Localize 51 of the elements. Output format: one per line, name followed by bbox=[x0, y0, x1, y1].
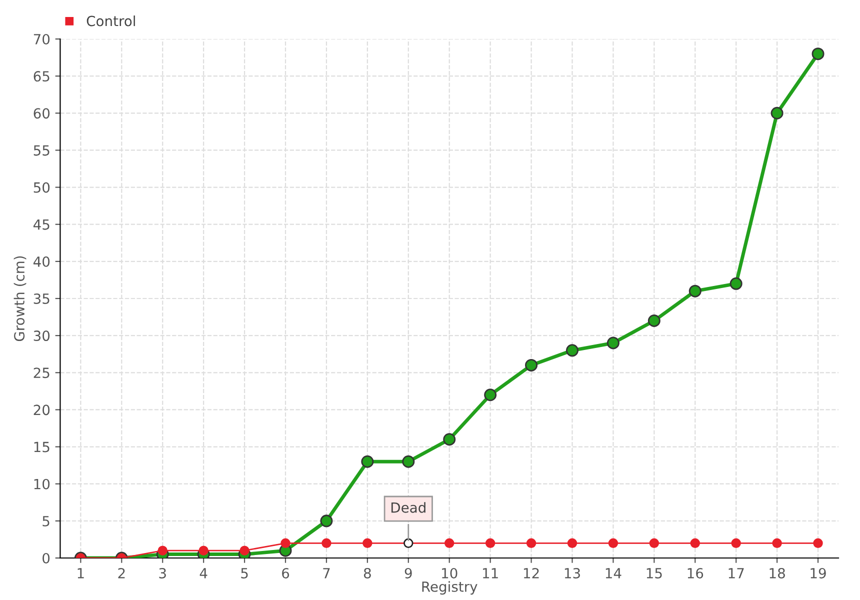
y-tick-label: 50 bbox=[34, 182, 50, 193]
y-tick-label: 35 bbox=[34, 293, 50, 304]
point bbox=[320, 514, 333, 528]
point bbox=[812, 48, 824, 60]
x-tick-label: 5 bbox=[241, 568, 248, 578]
x-tick-label: 15 bbox=[646, 568, 662, 578]
point bbox=[443, 433, 456, 446]
x-tick-label: 17 bbox=[728, 568, 744, 578]
x-tick-label: 12 bbox=[524, 568, 539, 578]
point bbox=[402, 455, 415, 468]
point bbox=[525, 358, 538, 372]
x-tick-label: 18 bbox=[770, 568, 785, 578]
y-tick-label: 20 bbox=[34, 404, 50, 416]
x-tick-label: 3 bbox=[159, 568, 166, 578]
y-tick-label: 60 bbox=[34, 108, 50, 119]
annotation: Dead bbox=[391, 502, 426, 513]
x-tick-label: 9 bbox=[404, 568, 412, 578]
x-tick-label: 10 bbox=[442, 568, 458, 578]
point bbox=[606, 336, 620, 350]
x-axis-title: Registry bbox=[422, 581, 478, 595]
x-tick-label: 4 bbox=[200, 568, 208, 578]
x-tick-label: 2 bbox=[118, 568, 125, 578]
y-tick-label: 70 bbox=[34, 34, 50, 44]
x-tick-label: 7 bbox=[323, 568, 330, 578]
y-tick-label: 30 bbox=[34, 330, 50, 342]
x-tick-label: 14 bbox=[606, 568, 622, 578]
legend-label: Control bbox=[86, 16, 135, 26]
point bbox=[484, 388, 497, 402]
y-axis-title: Growth (cm) bbox=[14, 256, 26, 342]
y-tick-label: 5 bbox=[42, 516, 50, 526]
point bbox=[770, 106, 784, 120]
point bbox=[730, 277, 742, 290]
x-tick-label: 11 bbox=[483, 568, 498, 578]
y-tick-label: 0 bbox=[42, 552, 50, 564]
x-tick-label: 13 bbox=[564, 568, 580, 578]
x-tick-label: 1 bbox=[78, 568, 84, 578]
x-tick-label: 16 bbox=[688, 568, 704, 578]
y-tick-label: 10 bbox=[34, 478, 50, 490]
y-tick-label: 55 bbox=[34, 145, 50, 156]
y-tick-label: 40 bbox=[33, 256, 50, 267]
point bbox=[648, 314, 660, 327]
point bbox=[688, 284, 702, 298]
point bbox=[566, 344, 578, 357]
y-tick-label: 45 bbox=[33, 220, 50, 230]
x-tick-label: 8 bbox=[364, 568, 371, 578]
y-tick-label: 65 bbox=[34, 71, 50, 82]
x-tick-label: 19 bbox=[810, 568, 826, 578]
y-tick-label: 25 bbox=[34, 368, 50, 378]
point bbox=[361, 455, 374, 468]
x-tick-label: 6 bbox=[282, 568, 290, 578]
y-tick-label: 15 bbox=[34, 442, 50, 452]
